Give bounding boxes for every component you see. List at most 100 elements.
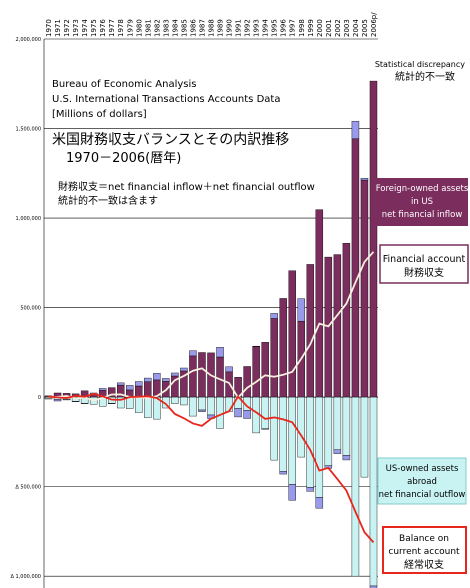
- inflow-bar: [252, 346, 260, 398]
- financial-account-line: [48, 251, 375, 402]
- source-line-3: [Millions of dollars]: [52, 109, 147, 120]
- outflow-bar: [306, 396, 315, 488]
- x-tick-label: 1994: [262, 19, 270, 37]
- discrepancy-bar: [351, 120, 360, 139]
- x-tick-label: 1984: [171, 19, 179, 37]
- x-tick-label: 1988: [208, 19, 216, 37]
- inflow-bar: [261, 342, 269, 398]
- discrepancy-note: 統計的不一致は含ます: [58, 194, 158, 207]
- outflow-bar: [315, 396, 324, 498]
- chart-title: 米国財務収支バランスとその内訳推移: [52, 132, 289, 148]
- discrepancy-bar: [360, 178, 369, 181]
- x-tick-label: 1975: [90, 19, 98, 37]
- inflow-bar: [360, 179, 369, 398]
- legend-outflow-line-1: US-owned assets: [386, 464, 459, 474]
- inflow-bar: [144, 381, 152, 398]
- x-tick-label: 1991: [235, 19, 243, 37]
- inflow-bar: [243, 366, 251, 398]
- chart-period: 1970－2006(暦年): [66, 151, 181, 166]
- outflow-bar: [360, 396, 369, 478]
- legend-outflow-box: [377, 457, 467, 505]
- discrepancy-bar: [189, 350, 197, 357]
- y-tick-label: 0: [38, 395, 41, 401]
- discrepancy-bar: [279, 471, 287, 475]
- x-tick-label: 1974: [81, 19, 89, 37]
- discrepancy-bar: [216, 347, 224, 358]
- inflow-bar: [333, 254, 342, 398]
- inflow-bar: [288, 270, 296, 398]
- discrepancy-bar: [297, 298, 305, 322]
- inflow-bar: [135, 385, 143, 398]
- inflow-bar: [369, 80, 378, 398]
- x-tick-label: 1995: [271, 19, 279, 37]
- outflow-bar: [144, 396, 152, 418]
- x-tick-label: 1982: [153, 19, 161, 37]
- x-tick-label: 2005: [361, 19, 369, 37]
- source-line-2: U.S. International Transactions Accounts…: [52, 94, 280, 105]
- outflow-bar: [135, 396, 143, 413]
- inflow-bar: [216, 356, 224, 398]
- x-tick-label: 1986: [189, 19, 197, 37]
- legend-outflow-line-2: abroad: [407, 477, 437, 487]
- discrepancy-bar: [162, 378, 170, 382]
- discrepancy-bar: [171, 372, 179, 377]
- legend-inflow-line-3: net financial inflow: [382, 210, 463, 220]
- x-tick-label: 1970: [45, 19, 53, 37]
- x-tick-label: 2003: [343, 19, 351, 37]
- inflow-bar: [351, 138, 360, 398]
- outflow-bar: [324, 396, 333, 466]
- outflow-bar: [351, 396, 360, 577]
- x-tick-label: 1978: [117, 19, 125, 37]
- x-tick-label: 1973: [72, 19, 80, 37]
- discrepancy-bar: [98, 388, 107, 391]
- outflow-bar: [207, 396, 215, 416]
- outflow-bar: [342, 396, 351, 456]
- legend-inflow-line-2: in US: [411, 197, 433, 207]
- outflow-bar: [333, 396, 342, 450]
- line-layer: [48, 251, 375, 543]
- x-tick-label: 1981: [144, 19, 152, 37]
- x-tick-label: 1979: [126, 19, 134, 37]
- legend-inflow-line-1: Foreign-owned assets: [376, 184, 469, 194]
- y-tick-label: 1,000,000: [16, 216, 41, 222]
- outflow-bar: [369, 396, 378, 587]
- legend-current-account-line-1: Balance on: [399, 534, 449, 544]
- outflow-bar: [279, 396, 287, 472]
- outflow-bar: [297, 396, 305, 458]
- x-tick-label: 1989: [217, 19, 225, 37]
- y-tick-label: Δ 1,000,000: [11, 574, 41, 580]
- x-tick-label: 1976: [99, 19, 107, 37]
- legend-current-account-line-2: current account: [388, 547, 460, 557]
- x-tick-label: 1971: [54, 19, 62, 37]
- discrepancy-bar: [135, 381, 143, 387]
- source-line-1: Bureau of Economic Analysis: [52, 79, 197, 90]
- outflow-bar: [225, 396, 233, 412]
- y-tick-label: 500,000: [20, 306, 41, 312]
- x-tick-label: 1992: [244, 19, 252, 37]
- discrepancy-bar: [225, 366, 233, 373]
- inflow-bar: [342, 243, 351, 398]
- x-tick-label: 1977: [108, 19, 116, 37]
- outflow-bar: [171, 396, 179, 404]
- discrepancy-bar: [342, 455, 351, 461]
- discrepancy-bar: [198, 409, 206, 412]
- inflow-bar: [198, 352, 206, 398]
- discrepancy-bar: [243, 410, 251, 419]
- legend-inflow-box: [376, 178, 468, 226]
- x-tick-label: 1980: [135, 19, 143, 37]
- legend-discrepancy-en: Statistical discrepancy: [375, 60, 465, 69]
- outflow-bar: [180, 396, 188, 406]
- outflow-bar: [117, 396, 125, 409]
- x-tick-label: 1987: [198, 19, 206, 37]
- inflow-bar: [306, 264, 315, 398]
- legend-financial-account-en: Financial account: [383, 254, 466, 265]
- inflow-bar: [315, 209, 324, 398]
- x-tick-label: 1996: [280, 19, 288, 37]
- x-tick-label: 1999: [307, 19, 315, 37]
- current-account-line: [48, 392, 375, 543]
- discrepancy-bar: [306, 487, 315, 492]
- discrepancy-bar: [234, 408, 242, 418]
- outflow-bar: [261, 396, 269, 429]
- x-tick-label: 2001: [325, 19, 333, 37]
